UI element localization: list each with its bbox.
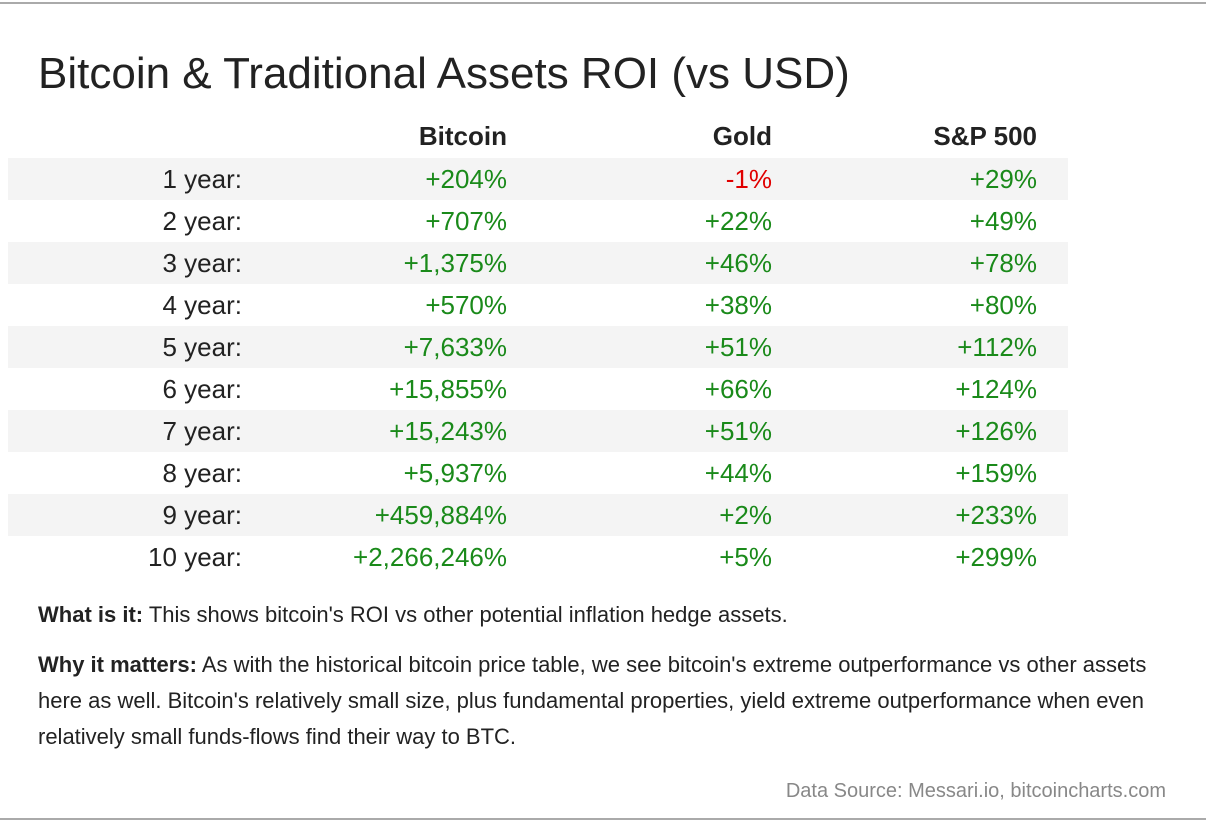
table-row: 7 year: +15,243% +51% +126%: [8, 410, 1068, 452]
header-cell-period: [8, 115, 242, 158]
roi-value-cell: -1%: [725, 164, 772, 194]
table-row: 2 year: +707% +22% +49%: [8, 200, 1068, 242]
roi-table: Bitcoin Gold S&P 500 1 year: +204% -1% +29% 2 y…: [8, 115, 1068, 578]
roi-value-cell: +49%: [969, 206, 1037, 236]
row-label: 4 year:: [162, 290, 243, 320]
row-label: 5 year:: [162, 332, 243, 362]
roi-value-cell: +124%: [955, 374, 1037, 404]
row-label: 6 year:: [162, 374, 243, 404]
roi-value-cell: +5%: [719, 542, 772, 572]
table-header-row: Bitcoin Gold S&P 500: [8, 115, 1068, 158]
roi-value-cell: +233%: [955, 500, 1037, 530]
roi-value-cell: +2%: [719, 500, 772, 530]
row-label: 2 year:: [162, 206, 243, 236]
roi-value-cell: +159%: [955, 458, 1037, 488]
table-row: 6 year: +15,855% +66% +124%: [8, 368, 1068, 410]
roi-value-cell: +15,855%: [389, 374, 507, 404]
roi-value-cell: +51%: [704, 416, 772, 446]
top-rule: [0, 2, 1206, 4]
table-row: 3 year: +1,375% +46% +78%: [8, 242, 1068, 284]
table-row: 10 year: +2,266,246% +5% +299%: [8, 536, 1068, 578]
roi-value-cell: +2,266,246%: [353, 542, 507, 572]
roi-value-cell: +22%: [704, 206, 772, 236]
header-cell: S&P 500: [933, 121, 1037, 151]
chart-title: Bitcoin & Traditional Assets ROI (vs USD…: [38, 49, 850, 98]
table-row: 9 year: +459,884% +2% +233%: [8, 494, 1068, 536]
roi-value-cell: +7,633%: [403, 332, 507, 362]
roi-value-cell: +570%: [425, 290, 507, 320]
roi-value-cell: +44%: [704, 458, 772, 488]
row-label: 3 year:: [162, 248, 243, 278]
table-row: 8 year: +5,937% +44% +159%: [8, 452, 1068, 494]
data-source: Data Source: Messari.io, bitcoincharts.c…: [785, 780, 1166, 802]
note-label: Why it matters:: [38, 652, 197, 677]
table-row: 5 year: +7,633% +51% +112%: [8, 326, 1068, 368]
row-label: 7 year:: [162, 416, 243, 446]
roi-value-cell: +46%: [704, 248, 772, 278]
notes: What is it: This shows bitcoin's ROI vs …: [38, 597, 1168, 769]
roi-value-cell: +5,937%: [403, 458, 507, 488]
roi-value-cell: +204%: [425, 164, 507, 194]
roi-value-cell: +459,884%: [374, 500, 507, 530]
note-why-it-matters: Why it matters: As with the historical b…: [38, 647, 1168, 755]
roi-value-cell: +707%: [425, 206, 507, 236]
header-cell: Bitcoin: [418, 121, 507, 151]
roi-value-cell: +112%: [957, 332, 1037, 362]
roi-value-cell: +126%: [955, 416, 1037, 446]
bottom-rule: [0, 818, 1206, 820]
roi-value-cell: +66%: [704, 374, 772, 404]
note-label: What is it:: [38, 602, 144, 627]
row-label: 9 year:: [162, 500, 243, 530]
note-what-is-it: What is it: This shows bitcoin's ROI vs …: [38, 597, 1168, 633]
roi-value-cell: +38%: [704, 290, 772, 320]
table-row: 1 year: +204% -1% +29%: [8, 158, 1068, 200]
row-label: 10 year:: [148, 542, 242, 572]
roi-value-cell: +29%: [969, 164, 1037, 194]
roi-value-cell: +1,375%: [403, 248, 507, 278]
row-label: 1 year:: [162, 164, 243, 194]
table-row: 4 year: +570% +38% +80%: [8, 284, 1068, 326]
note-text: This shows bitcoin's ROI vs other potent…: [143, 602, 788, 627]
roi-value-cell: +51%: [704, 332, 772, 362]
roi-value-cell: +299%: [955, 542, 1037, 572]
roi-value-cell: +15,243%: [389, 416, 507, 446]
roi-value-cell: +80%: [969, 290, 1037, 320]
roi-value-cell: +78%: [969, 248, 1037, 278]
note-text: As with the historical bitcoin price tab…: [38, 652, 1147, 749]
header-cell: Gold: [712, 121, 772, 151]
row-label: 8 year:: [162, 458, 243, 488]
